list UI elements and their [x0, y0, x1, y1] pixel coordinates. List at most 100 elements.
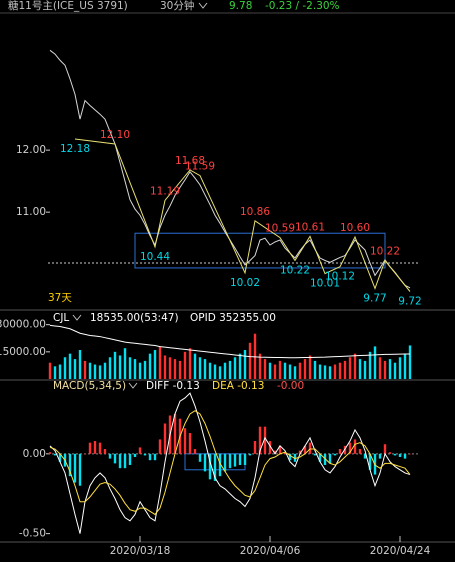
- bar: [188, 433, 192, 454]
- bar: [73, 359, 77, 379]
- bar: [143, 360, 147, 379]
- extreme-label: 11.68: [175, 155, 205, 167]
- bar: [173, 413, 177, 454]
- bar: [108, 453, 112, 459]
- bar: [298, 362, 302, 379]
- bar: [168, 357, 172, 379]
- bar: [248, 453, 252, 456]
- extreme-label: 10.22: [280, 265, 310, 277]
- bar: [98, 442, 102, 454]
- bar: [318, 364, 322, 379]
- extreme-label: 9.77: [363, 292, 386, 304]
- bar: [318, 453, 322, 462]
- bar: [83, 453, 87, 455]
- line-series: [49, 324, 411, 359]
- bar: [138, 362, 142, 379]
- bar: [363, 360, 367, 379]
- bar: [188, 348, 192, 379]
- bar: [348, 357, 352, 379]
- bar: [78, 350, 82, 379]
- bar: [338, 449, 342, 454]
- bar: [183, 351, 187, 379]
- bar: [293, 453, 297, 462]
- indicator-value: DIFF -0.13: [146, 380, 200, 392]
- period-count: 37天: [48, 292, 72, 304]
- bar: [133, 453, 137, 458]
- bar: [198, 357, 202, 379]
- bar: [273, 450, 277, 454]
- bar: [98, 365, 102, 379]
- bar: [68, 453, 72, 477]
- bar: [73, 453, 77, 483]
- bar: [113, 453, 117, 464]
- bar: [258, 353, 262, 379]
- bar: [103, 449, 107, 454]
- bar: [338, 362, 342, 379]
- bar: [333, 453, 337, 456]
- bar: [408, 345, 412, 379]
- indicator-value: OPID 352355.00: [190, 312, 276, 324]
- bar: [198, 453, 202, 462]
- bar: [368, 351, 372, 379]
- bar: [208, 362, 212, 379]
- bar: [323, 453, 327, 465]
- bar: [93, 441, 97, 454]
- bar: [223, 362, 227, 379]
- bar: [273, 364, 277, 379]
- extreme-label: 10.60: [340, 222, 370, 234]
- bar: [163, 355, 167, 379]
- macd-chevron[interactable]: [128, 382, 138, 389]
- last-price: 9.78: [229, 0, 252, 12]
- bar: [103, 362, 107, 379]
- bar: [363, 453, 367, 459]
- bar: [333, 364, 337, 379]
- bar: [383, 444, 387, 454]
- period-chevron[interactable]: [198, 2, 208, 9]
- y-tick-label: -0.50: [19, 528, 46, 540]
- extreme-label: 11.19: [150, 185, 180, 197]
- bar: [253, 441, 257, 454]
- bar: [118, 453, 122, 469]
- bar: [78, 453, 82, 486]
- bar: [208, 453, 212, 480]
- bar: [123, 348, 127, 379]
- bar: [263, 426, 267, 454]
- bar: [278, 360, 282, 379]
- period[interactable]: 30分钟: [160, 0, 194, 12]
- bar: [313, 453, 317, 456]
- instrument-name[interactable]: 糖11号主(ICE_US 3791): [8, 0, 128, 12]
- bar: [48, 452, 52, 454]
- bar: [303, 359, 307, 379]
- bar: [313, 360, 317, 379]
- y-tick-label: 11.00: [16, 206, 46, 218]
- bar: [203, 359, 207, 379]
- bar: [128, 357, 132, 379]
- bar: [148, 453, 152, 461]
- bar: [88, 442, 92, 454]
- indicator-value: DEA -0.13: [212, 380, 264, 392]
- bar: [358, 449, 362, 454]
- bar: [288, 364, 292, 379]
- bar: [348, 442, 352, 454]
- bar: [58, 364, 62, 379]
- bar: [158, 346, 162, 379]
- bar: [53, 366, 57, 379]
- bar: [58, 453, 62, 462]
- bar: [298, 450, 302, 454]
- bar: [353, 439, 357, 454]
- extreme-label: 9.72: [398, 296, 421, 308]
- bar: [218, 453, 222, 477]
- extreme-label: 10.86: [240, 206, 270, 218]
- cjl-chevron[interactable]: [72, 314, 82, 321]
- bar: [143, 453, 147, 456]
- line-series: [49, 410, 411, 516]
- bar: [238, 353, 242, 379]
- bar: [253, 333, 257, 379]
- bar: [228, 360, 232, 379]
- bar: [308, 355, 312, 379]
- line-series: [49, 392, 411, 534]
- indicator-value: -0.00: [277, 380, 304, 392]
- bar: [213, 364, 217, 379]
- bar: [263, 359, 267, 379]
